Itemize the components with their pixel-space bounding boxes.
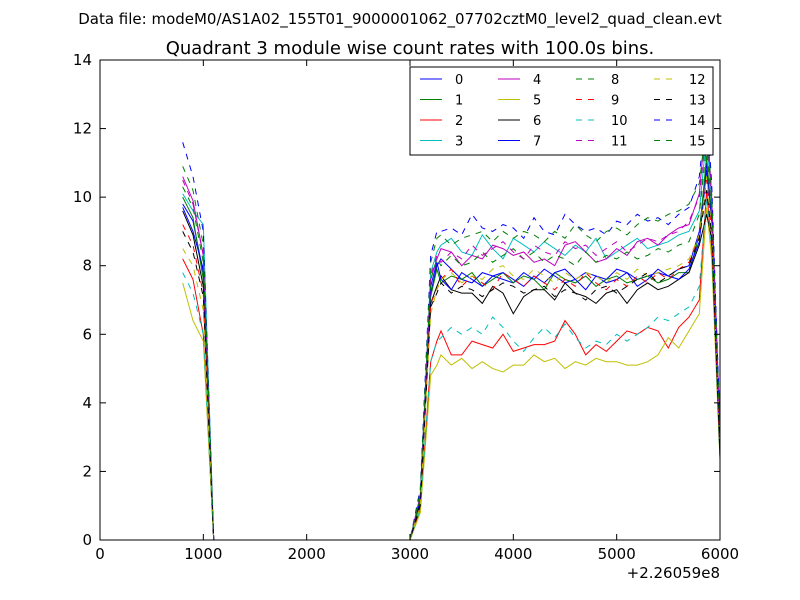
series-line-7 [182,169,720,540]
series-line-10 [182,197,720,540]
legend-label-4: 4 [533,73,541,88]
x-tick-label: 0 [95,545,105,563]
legend-label-0: 0 [455,73,463,88]
y-tick-label: 0 [82,531,92,549]
y-tick-label: 10 [73,188,92,206]
legend-label-1: 1 [455,94,463,109]
x-axis: 0 1000 2000 3000 4000 5000 6000 [95,60,739,563]
y-tick-label: 8 [82,257,92,275]
x-tick-label: 6000 [701,545,739,563]
legend-label-11: 11 [611,135,628,150]
y-tick-label: 4 [82,394,92,412]
legend-label-5: 5 [533,94,541,109]
series-layer [182,104,720,540]
series-line-13 [182,190,720,540]
legend-label-15: 15 [689,135,706,150]
legend-label-7: 7 [533,135,541,150]
legend-label-14: 14 [689,114,706,129]
y-tick-label: 14 [73,51,92,69]
series-line-12 [182,176,720,540]
x-tick-label: 2000 [288,545,326,563]
legend-label-6: 6 [533,114,541,129]
x-offset-label: +2.26059e8 [627,564,720,582]
legend-label-3: 3 [455,135,463,150]
x-tick-label: 5000 [598,545,636,563]
legend-label-10: 10 [611,114,628,129]
legend-label-13: 13 [689,94,706,109]
y-tick-label: 12 [73,120,92,138]
series-line-15 [182,121,720,540]
series-line-3 [182,135,720,540]
legend-label-2: 2 [455,114,463,129]
x-tick-label: 4000 [494,545,532,563]
chart-title: Quadrant 3 module wise count rates with … [166,38,655,59]
legend-box [409,66,714,156]
legend-label-9: 9 [611,94,619,109]
series-line-11 [182,128,720,540]
series-line-1 [182,155,720,540]
series-line-9 [182,179,720,540]
series-line-5 [182,207,720,540]
legend-label-8: 8 [611,73,619,88]
x-tick-label: 3000 [391,545,429,563]
series-line-14 [182,104,720,540]
figure-suptitle: Data file: modeM0/AS1A02_155T01_90000010… [78,10,722,29]
legend-label-12: 12 [689,73,706,88]
y-tick-label: 2 [82,462,92,480]
series-line-8 [182,145,720,540]
y-tick-label: 6 [82,325,92,343]
x-tick-label: 1000 [184,545,222,563]
